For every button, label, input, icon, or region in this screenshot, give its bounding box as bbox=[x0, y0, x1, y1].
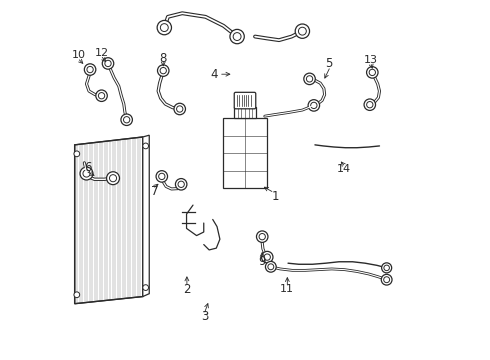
Circle shape bbox=[367, 102, 373, 108]
Circle shape bbox=[298, 27, 306, 35]
Circle shape bbox=[262, 251, 273, 263]
Circle shape bbox=[102, 58, 114, 69]
Circle shape bbox=[367, 67, 378, 78]
Circle shape bbox=[157, 21, 171, 35]
Circle shape bbox=[175, 179, 187, 190]
Circle shape bbox=[159, 173, 165, 180]
Circle shape bbox=[382, 263, 392, 273]
Text: 6: 6 bbox=[84, 161, 92, 174]
Circle shape bbox=[306, 76, 313, 82]
Text: 3: 3 bbox=[201, 310, 209, 324]
Text: 4: 4 bbox=[211, 68, 218, 81]
Circle shape bbox=[83, 170, 90, 177]
Text: 10: 10 bbox=[73, 50, 86, 60]
Circle shape bbox=[308, 100, 319, 111]
Circle shape bbox=[160, 24, 168, 32]
Circle shape bbox=[384, 277, 390, 283]
Circle shape bbox=[264, 254, 270, 260]
Text: 9: 9 bbox=[258, 255, 266, 268]
Circle shape bbox=[107, 172, 120, 185]
Circle shape bbox=[98, 93, 105, 99]
Circle shape bbox=[87, 66, 93, 73]
Bar bbox=[234, 107, 256, 118]
Circle shape bbox=[176, 106, 183, 112]
Circle shape bbox=[156, 171, 168, 182]
Circle shape bbox=[268, 264, 274, 270]
Text: 13: 13 bbox=[364, 55, 378, 65]
Circle shape bbox=[105, 60, 111, 67]
Circle shape bbox=[109, 175, 117, 182]
Circle shape bbox=[256, 231, 268, 242]
Bar bbox=[223, 118, 267, 188]
Text: 7: 7 bbox=[151, 185, 158, 198]
Circle shape bbox=[311, 102, 317, 109]
Text: 14: 14 bbox=[337, 164, 351, 174]
Text: 5: 5 bbox=[325, 57, 333, 70]
Circle shape bbox=[143, 285, 148, 291]
Circle shape bbox=[84, 64, 96, 75]
Circle shape bbox=[123, 117, 130, 123]
Circle shape bbox=[143, 143, 148, 149]
Circle shape bbox=[230, 30, 245, 44]
Circle shape bbox=[364, 99, 375, 111]
Text: 8: 8 bbox=[160, 51, 167, 64]
Circle shape bbox=[304, 73, 315, 85]
Circle shape bbox=[160, 67, 167, 74]
Circle shape bbox=[178, 181, 184, 188]
Circle shape bbox=[384, 265, 390, 271]
Circle shape bbox=[266, 261, 276, 272]
Circle shape bbox=[157, 65, 169, 76]
Circle shape bbox=[74, 292, 80, 298]
Text: 11: 11 bbox=[280, 284, 294, 294]
Circle shape bbox=[96, 90, 107, 102]
Polygon shape bbox=[74, 137, 143, 304]
Circle shape bbox=[369, 69, 375, 76]
Polygon shape bbox=[143, 135, 149, 297]
Circle shape bbox=[80, 167, 93, 180]
Circle shape bbox=[74, 151, 80, 157]
Text: 2: 2 bbox=[183, 283, 191, 296]
Text: 1: 1 bbox=[272, 190, 279, 203]
Circle shape bbox=[259, 234, 266, 240]
Circle shape bbox=[295, 24, 310, 39]
FancyBboxPatch shape bbox=[234, 92, 256, 109]
Circle shape bbox=[174, 103, 186, 115]
Circle shape bbox=[233, 33, 241, 41]
Circle shape bbox=[381, 274, 392, 285]
Circle shape bbox=[121, 114, 132, 126]
Text: 12: 12 bbox=[95, 48, 109, 58]
